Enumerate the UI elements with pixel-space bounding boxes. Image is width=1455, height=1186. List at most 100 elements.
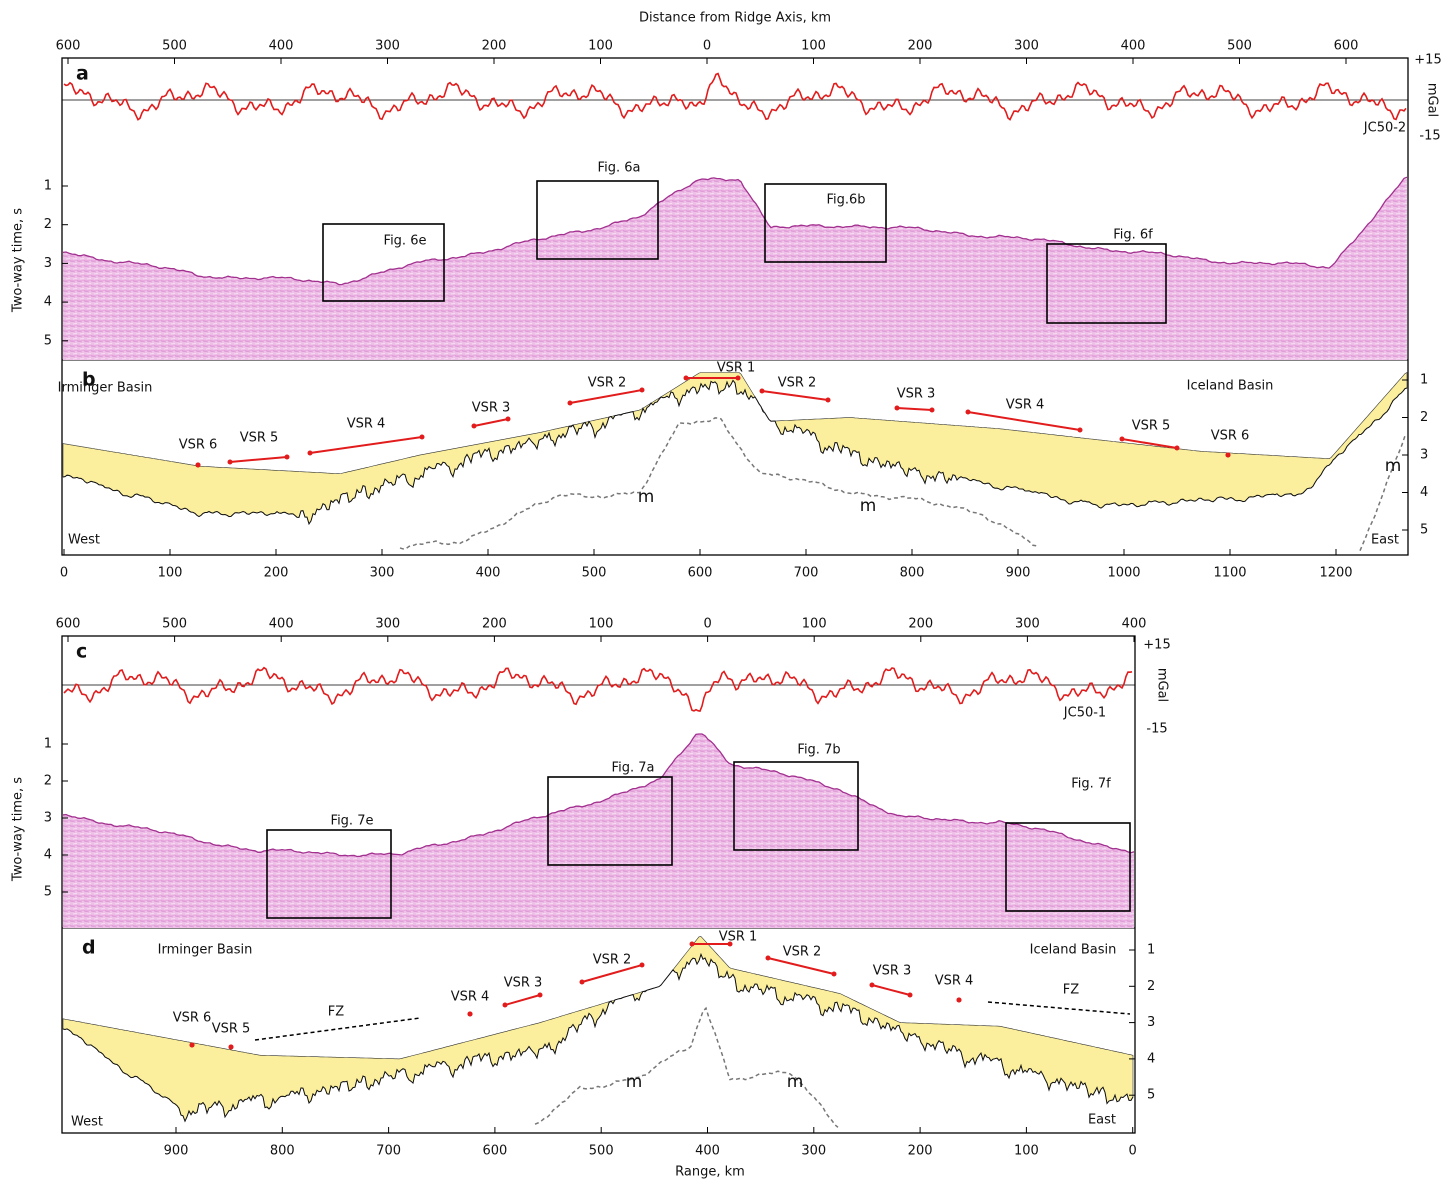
top-tick-label: 500: [1227, 39, 1252, 54]
vsr-dot: [537, 992, 543, 998]
top-tick-label: 200: [908, 39, 933, 54]
bottom-tick-label: 900: [164, 1144, 189, 1159]
top-tick-label: 100: [802, 617, 827, 632]
annotation: VSR 5: [1132, 419, 1171, 434]
annotation: Iceland Basin: [1187, 379, 1274, 394]
y-tick-label: 5: [44, 333, 52, 348]
y-tick-label: 3: [44, 811, 52, 826]
vsr-dot: [471, 423, 477, 429]
sediment-fill: [62, 371, 1408, 525]
panel-label: d: [82, 937, 96, 959]
bottom-tick-label: 400: [476, 566, 501, 581]
vsr-line: [229, 456, 288, 463]
annotation: West: [71, 1115, 103, 1130]
annotation: m: [638, 487, 655, 507]
figure-box: [547, 776, 673, 866]
top-tick-label: 300: [375, 39, 400, 54]
box-label: Fig.6b: [826, 193, 865, 208]
vsr-dot: [639, 387, 645, 393]
gravity-tick-label: +15: [1143, 638, 1170, 653]
vsr-dot: [689, 941, 695, 947]
annotation: VSR 3: [472, 401, 511, 416]
seismic-section: [63, 734, 1134, 928]
right-tick-label: 1: [1147, 943, 1155, 958]
bottom-tick-label: 600: [688, 566, 713, 581]
bottom-tick-label: 1100: [1213, 566, 1246, 581]
bottom-tick-label: 1000: [1107, 566, 1140, 581]
frame: [61, 57, 1409, 556]
vsr-line: [473, 418, 509, 427]
box-label: Fig. 6f: [1113, 228, 1153, 243]
y-tick-label: 2: [44, 217, 52, 232]
unit-label: mGal: [1425, 83, 1440, 117]
annotation: VSR 2: [588, 376, 627, 391]
top-tick-label: 100: [589, 617, 614, 632]
bottom-tick-label: 300: [801, 1144, 826, 1159]
fz-line: [987, 1001, 1131, 1015]
gravity-tick-label: +15: [1414, 53, 1441, 68]
vsr-line: [767, 957, 835, 975]
right-tick-label: 2: [1420, 410, 1428, 425]
box-label: Fig. 6e: [384, 234, 427, 249]
figure-box: [733, 761, 859, 851]
unit-label: mGal: [1155, 668, 1170, 702]
vsr-dot: [567, 400, 573, 406]
vsr-dot: [467, 1011, 473, 1017]
gravity-curve: [63, 666, 1133, 713]
right-tick-label: 1: [1420, 373, 1428, 388]
frame: [61, 635, 1136, 1134]
vsr-dot: [579, 979, 585, 985]
right-tick-label: 3: [1147, 1015, 1155, 1030]
y-tick-label: 2: [44, 774, 52, 789]
box-label: Fig. 6a: [598, 161, 641, 176]
annotation: Irminger Basin: [158, 943, 253, 958]
top-tick-label: 400: [1122, 617, 1147, 632]
right-tick-label: 4: [1420, 485, 1428, 500]
vsr-dot: [307, 450, 313, 456]
annotation: m: [860, 496, 877, 516]
vsr-dot: [1174, 445, 1180, 451]
bottom-tick-label: 900: [1006, 566, 1031, 581]
y-tick-label: 5: [44, 885, 52, 900]
annotation: VSR 3: [897, 387, 936, 402]
annotation: VSR 5: [212, 1022, 251, 1037]
annotation: East: [1088, 1113, 1116, 1128]
y-axis-title: Two-way time, s: [11, 208, 26, 313]
figure-box: [266, 829, 392, 919]
y-tick-label: 1: [44, 737, 52, 752]
vsr-dot: [825, 397, 831, 403]
vsr-dot: [189, 1042, 195, 1048]
vsr-dot: [894, 405, 900, 411]
top-tick-label: 400: [269, 39, 294, 54]
top-tick-label: 100: [588, 39, 613, 54]
vsr-dot: [831, 971, 837, 977]
vsr-line: [1121, 438, 1178, 449]
moho: [534, 1006, 839, 1128]
vsr-dot: [1119, 436, 1125, 442]
y-tick-label: 1: [44, 179, 52, 194]
profile-label: JC50-1: [1063, 706, 1106, 721]
top-tick-label: 600: [56, 617, 81, 632]
bottom-tick-label: 0: [60, 566, 68, 581]
vsr-line: [581, 964, 643, 983]
vsr-line: [871, 984, 911, 996]
gravity-curve: [63, 72, 1407, 121]
bottom-tick-label: 500: [589, 1144, 614, 1159]
vsr-dot: [639, 962, 645, 968]
annotation: VSR 6: [1211, 429, 1250, 444]
y-axis-title: Two-way time, s: [11, 777, 26, 882]
bottom-tick-label: 100: [1014, 1144, 1039, 1159]
y-tick-label: 4: [44, 848, 52, 863]
seismic-section: [63, 177, 1407, 360]
top-tick-label: 500: [162, 617, 187, 632]
annotation: Iceland Basin: [1030, 943, 1117, 958]
vsr-dot: [502, 1002, 508, 1008]
annotation: m: [1385, 456, 1402, 476]
annotation: VSR 2: [778, 376, 817, 391]
annotation: VSR 2: [593, 953, 632, 968]
figure-box: [1046, 243, 1167, 324]
annotation: VSR 3: [504, 976, 543, 991]
top-tick-label: 200: [482, 617, 507, 632]
vsr-line: [309, 436, 423, 454]
top-tick-label: 200: [482, 39, 507, 54]
